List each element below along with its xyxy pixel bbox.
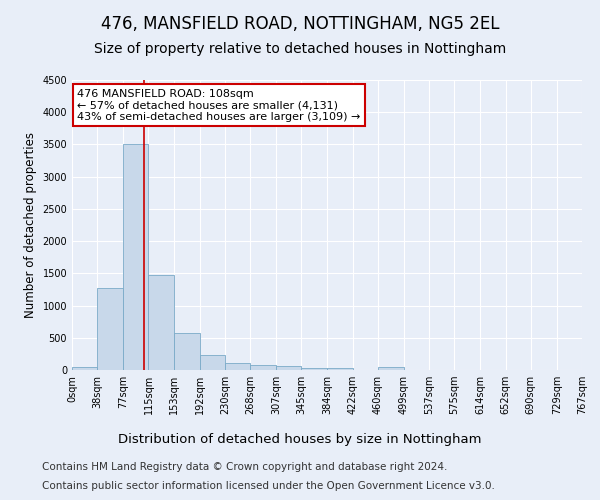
Bar xyxy=(276,366,301,370)
Text: Contains public sector information licensed under the Open Government Licence v3: Contains public sector information licen… xyxy=(42,481,495,491)
Text: 476 MANSFIELD ROAD: 108sqm
← 57% of detached houses are smaller (4,131)
43% of s: 476 MANSFIELD ROAD: 108sqm ← 57% of deta… xyxy=(77,88,361,122)
Bar xyxy=(225,362,250,370)
Bar xyxy=(97,288,123,370)
Text: Size of property relative to detached houses in Nottingham: Size of property relative to detached ho… xyxy=(94,42,506,56)
Y-axis label: Number of detached properties: Number of detached properties xyxy=(24,132,37,318)
Bar xyxy=(123,144,148,370)
Bar xyxy=(148,274,174,370)
Bar xyxy=(200,354,225,370)
Bar xyxy=(250,364,276,370)
Bar xyxy=(174,332,200,370)
Text: Distribution of detached houses by size in Nottingham: Distribution of detached houses by size … xyxy=(118,432,482,446)
Bar xyxy=(72,367,97,370)
Bar xyxy=(328,368,353,370)
Text: Contains HM Land Registry data © Crown copyright and database right 2024.: Contains HM Land Registry data © Crown c… xyxy=(42,462,448,472)
Bar xyxy=(301,368,328,370)
Bar xyxy=(378,367,404,370)
Text: 476, MANSFIELD ROAD, NOTTINGHAM, NG5 2EL: 476, MANSFIELD ROAD, NOTTINGHAM, NG5 2EL xyxy=(101,15,499,33)
